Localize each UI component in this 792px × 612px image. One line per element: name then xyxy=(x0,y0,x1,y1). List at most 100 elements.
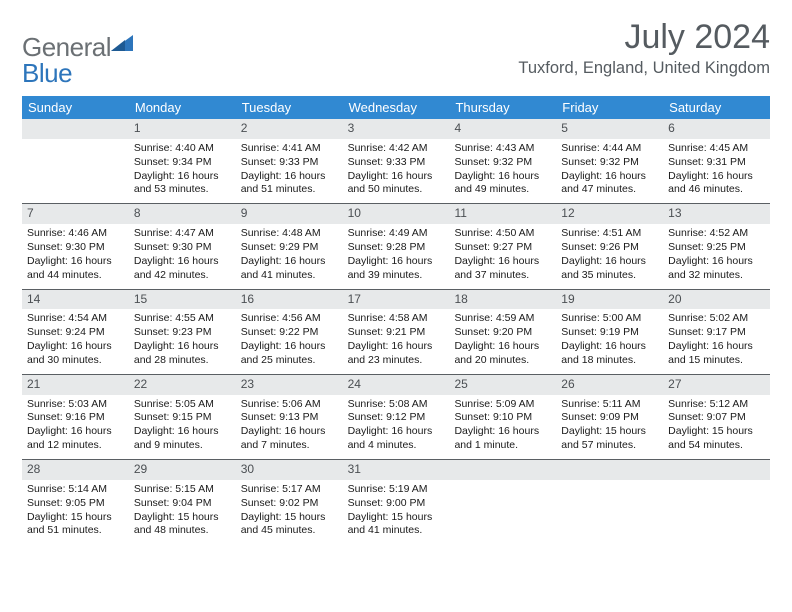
day-number: 8 xyxy=(129,204,236,224)
day-content: Sunrise: 4:52 AMSunset: 9:25 PMDaylight:… xyxy=(663,224,770,288)
calendar-day: 4Sunrise: 4:43 AMSunset: 9:32 PMDaylight… xyxy=(449,119,556,203)
day-content: Sunrise: 4:54 AMSunset: 9:24 PMDaylight:… xyxy=(22,309,129,373)
day-content: Sunrise: 5:12 AMSunset: 9:07 PMDaylight:… xyxy=(663,395,770,459)
calendar-day: 8Sunrise: 4:47 AMSunset: 9:30 PMDaylight… xyxy=(129,204,236,288)
daylight-text: Daylight: 16 hours and 37 minutes. xyxy=(454,255,551,283)
calendar-day: 12Sunrise: 4:51 AMSunset: 9:26 PMDayligh… xyxy=(556,204,663,288)
sunset-text: Sunset: 9:30 PM xyxy=(134,241,231,255)
sunrise-text: Sunrise: 5:09 AM xyxy=(454,398,551,412)
daylight-text: Daylight: 15 hours and 48 minutes. xyxy=(134,511,231,539)
sunrise-text: Sunrise: 4:42 AM xyxy=(348,142,445,156)
day-content: Sunrise: 5:14 AMSunset: 9:05 PMDaylight:… xyxy=(22,480,129,544)
calendar-day: 14Sunrise: 4:54 AMSunset: 9:24 PMDayligh… xyxy=(22,290,129,374)
daylight-text: Daylight: 16 hours and 51 minutes. xyxy=(241,170,338,198)
calendar: SundayMondayTuesdayWednesdayThursdayFrid… xyxy=(22,96,770,544)
sunset-text: Sunset: 9:34 PM xyxy=(134,156,231,170)
sunset-text: Sunset: 9:12 PM xyxy=(348,411,445,425)
calendar-day: 17Sunrise: 4:58 AMSunset: 9:21 PMDayligh… xyxy=(343,290,450,374)
calendar-day: 15Sunrise: 4:55 AMSunset: 9:23 PMDayligh… xyxy=(129,290,236,374)
weekday-label: Saturday xyxy=(663,96,770,119)
day-content: Sunrise: 4:40 AMSunset: 9:34 PMDaylight:… xyxy=(129,139,236,203)
sunset-text: Sunset: 9:10 PM xyxy=(454,411,551,425)
day-content: Sunrise: 5:09 AMSunset: 9:10 PMDaylight:… xyxy=(449,395,556,459)
day-number: 20 xyxy=(663,290,770,310)
sunset-text: Sunset: 9:33 PM xyxy=(348,156,445,170)
day-content xyxy=(22,139,129,199)
title-block: July 2024 Tuxford, England, United Kingd… xyxy=(518,18,770,78)
weekday-label: Monday xyxy=(129,96,236,119)
daylight-text: Daylight: 16 hours and 7 minutes. xyxy=(241,425,338,453)
sunrise-text: Sunrise: 4:44 AM xyxy=(561,142,658,156)
calendar-day: 19Sunrise: 5:00 AMSunset: 9:19 PMDayligh… xyxy=(556,290,663,374)
sunrise-text: Sunrise: 4:40 AM xyxy=(134,142,231,156)
sunrise-text: Sunrise: 4:48 AM xyxy=(241,227,338,241)
daylight-text: Daylight: 15 hours and 54 minutes. xyxy=(668,425,765,453)
sunset-text: Sunset: 9:17 PM xyxy=(668,326,765,340)
daylight-text: Daylight: 16 hours and 53 minutes. xyxy=(134,170,231,198)
day-content: Sunrise: 4:58 AMSunset: 9:21 PMDaylight:… xyxy=(343,309,450,373)
day-content: Sunrise: 4:42 AMSunset: 9:33 PMDaylight:… xyxy=(343,139,450,203)
day-number: 10 xyxy=(343,204,450,224)
day-content: Sunrise: 5:05 AMSunset: 9:15 PMDaylight:… xyxy=(129,395,236,459)
sunrise-text: Sunrise: 5:15 AM xyxy=(134,483,231,497)
sunset-text: Sunset: 9:15 PM xyxy=(134,411,231,425)
weekday-label: Friday xyxy=(556,96,663,119)
day-number: 1 xyxy=(129,119,236,139)
day-number: 25 xyxy=(449,375,556,395)
day-number: 12 xyxy=(556,204,663,224)
day-content: Sunrise: 4:49 AMSunset: 9:28 PMDaylight:… xyxy=(343,224,450,288)
calendar-day: 20Sunrise: 5:02 AMSunset: 9:17 PMDayligh… xyxy=(663,290,770,374)
daylight-text: Daylight: 16 hours and 12 minutes. xyxy=(27,425,124,453)
weekday-label: Wednesday xyxy=(343,96,450,119)
calendar-day xyxy=(556,460,663,544)
sunset-text: Sunset: 9:05 PM xyxy=(27,497,124,511)
calendar-day xyxy=(663,460,770,544)
sunrise-text: Sunrise: 4:59 AM xyxy=(454,312,551,326)
weekday-label: Tuesday xyxy=(236,96,343,119)
sunrise-text: Sunrise: 5:17 AM xyxy=(241,483,338,497)
day-number: 9 xyxy=(236,204,343,224)
sunrise-text: Sunrise: 4:43 AM xyxy=(454,142,551,156)
calendar-week: 1Sunrise: 4:40 AMSunset: 9:34 PMDaylight… xyxy=(22,119,770,204)
sunrise-text: Sunrise: 5:05 AM xyxy=(134,398,231,412)
header: General July 2024 Tuxford, England, Unit… xyxy=(22,18,770,78)
sunrise-text: Sunrise: 4:49 AM xyxy=(348,227,445,241)
sunrise-text: Sunrise: 5:00 AM xyxy=(561,312,658,326)
sunset-text: Sunset: 9:26 PM xyxy=(561,241,658,255)
day-number: 27 xyxy=(663,375,770,395)
day-number: 30 xyxy=(236,460,343,480)
sunrise-text: Sunrise: 4:56 AM xyxy=(241,312,338,326)
calendar-day: 26Sunrise: 5:11 AMSunset: 9:09 PMDayligh… xyxy=(556,375,663,459)
sunset-text: Sunset: 9:32 PM xyxy=(454,156,551,170)
sunset-text: Sunset: 9:22 PM xyxy=(241,326,338,340)
calendar-day xyxy=(449,460,556,544)
weekday-label: Sunday xyxy=(22,96,129,119)
calendar-day: 3Sunrise: 4:42 AMSunset: 9:33 PMDaylight… xyxy=(343,119,450,203)
day-number: 6 xyxy=(663,119,770,139)
day-content: Sunrise: 4:45 AMSunset: 9:31 PMDaylight:… xyxy=(663,139,770,203)
day-number xyxy=(556,460,663,480)
day-number: 2 xyxy=(236,119,343,139)
day-content: Sunrise: 4:43 AMSunset: 9:32 PMDaylight:… xyxy=(449,139,556,203)
day-content: Sunrise: 5:00 AMSunset: 9:19 PMDaylight:… xyxy=(556,309,663,373)
calendar-day: 6Sunrise: 4:45 AMSunset: 9:31 PMDaylight… xyxy=(663,119,770,203)
day-content: Sunrise: 5:02 AMSunset: 9:17 PMDaylight:… xyxy=(663,309,770,373)
day-number: 29 xyxy=(129,460,236,480)
sunset-text: Sunset: 9:07 PM xyxy=(668,411,765,425)
calendar-day xyxy=(22,119,129,203)
sunrise-text: Sunrise: 4:54 AM xyxy=(27,312,124,326)
daylight-text: Daylight: 16 hours and 9 minutes. xyxy=(134,425,231,453)
sunset-text: Sunset: 9:00 PM xyxy=(348,497,445,511)
day-content: Sunrise: 5:11 AMSunset: 9:09 PMDaylight:… xyxy=(556,395,663,459)
day-content: Sunrise: 4:46 AMSunset: 9:30 PMDaylight:… xyxy=(22,224,129,288)
sunset-text: Sunset: 9:31 PM xyxy=(668,156,765,170)
calendar-day: 23Sunrise: 5:06 AMSunset: 9:13 PMDayligh… xyxy=(236,375,343,459)
day-number: 23 xyxy=(236,375,343,395)
day-content: Sunrise: 4:56 AMSunset: 9:22 PMDaylight:… xyxy=(236,309,343,373)
calendar-day: 28Sunrise: 5:14 AMSunset: 9:05 PMDayligh… xyxy=(22,460,129,544)
sunrise-text: Sunrise: 5:14 AM xyxy=(27,483,124,497)
day-number xyxy=(22,119,129,139)
daylight-text: Daylight: 15 hours and 45 minutes. xyxy=(241,511,338,539)
sunset-text: Sunset: 9:28 PM xyxy=(348,241,445,255)
day-number xyxy=(449,460,556,480)
